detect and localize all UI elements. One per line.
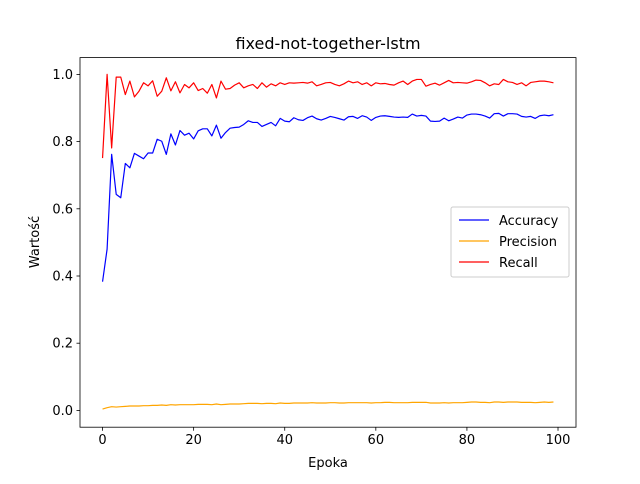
- y-tick-label: 0.0: [52, 404, 73, 419]
- legend-box: [450, 206, 570, 278]
- x-tick-label: 0: [98, 433, 106, 448]
- x-tick-label: 20: [185, 433, 202, 448]
- legend-label-recall: Recall: [499, 256, 538, 271]
- series-line-precision: [102, 401, 554, 410]
- series-line-accuracy: [101, 112, 554, 282]
- y-tick-label: 0.4: [52, 270, 73, 285]
- y-tick-label: 0.2: [52, 337, 73, 352]
- y-axis-label: Wartość: [28, 216, 43, 268]
- legend: Accuracy Precision Recall: [450, 206, 570, 278]
- plot-frame: [79, 57, 577, 428]
- series-layer: [101, 73, 554, 410]
- x-axis-label: Epoka: [308, 456, 348, 471]
- x-tick-label: 100: [546, 433, 571, 448]
- tick-layer: 0 20 40 60 80 100 0.0 0.2 0.4 0.6 0.8 1.0: [52, 68, 570, 448]
- legend-label-accuracy: Accuracy: [499, 214, 559, 229]
- x-tick-label: 60: [368, 433, 385, 448]
- chart-title: fixed-not-together-lstm: [235, 34, 420, 53]
- y-tick-label: 0.6: [52, 202, 73, 217]
- x-tick-label: 40: [276, 433, 293, 448]
- series-line-recall: [101, 73, 554, 159]
- legend-label-precision: Precision: [499, 235, 557, 250]
- y-tick-label: 1.0: [52, 68, 73, 83]
- x-tick-label: 80: [459, 433, 476, 448]
- y-tick-label: 0.8: [52, 135, 73, 150]
